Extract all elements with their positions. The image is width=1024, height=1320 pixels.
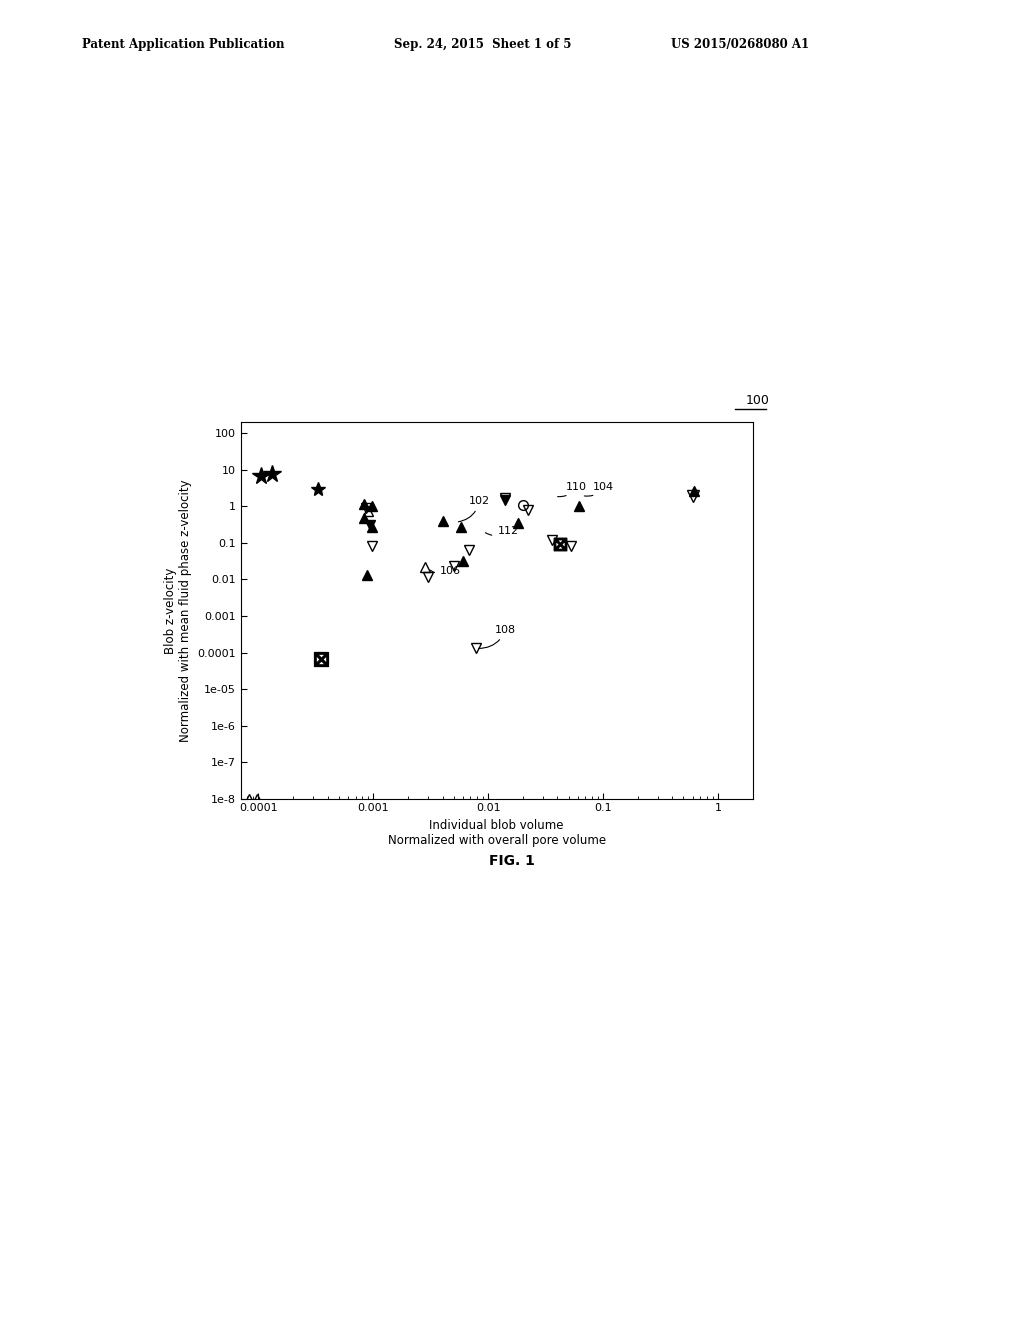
- Text: 102: 102: [459, 496, 490, 521]
- Text: 100: 100: [745, 393, 770, 407]
- X-axis label: Individual blob volume
Normalized with overall pore volume: Individual blob volume Normalized with o…: [387, 818, 606, 847]
- Text: FIG. 1: FIG. 1: [489, 854, 535, 867]
- Text: 110: 110: [558, 482, 587, 496]
- Text: Sep. 24, 2015  Sheet 1 of 5: Sep. 24, 2015 Sheet 1 of 5: [394, 37, 571, 50]
- Text: 108: 108: [478, 624, 516, 648]
- Text: Patent Application Publication: Patent Application Publication: [82, 37, 285, 50]
- Text: 112: 112: [485, 527, 518, 536]
- Text: 104: 104: [585, 482, 614, 496]
- Text: 106: 106: [430, 566, 461, 576]
- Text: US 2015/0268080 A1: US 2015/0268080 A1: [671, 37, 809, 50]
- Y-axis label: Blob z-velocity
Normalized with mean fluid phase z-velocity: Blob z-velocity Normalized with mean flu…: [164, 479, 191, 742]
